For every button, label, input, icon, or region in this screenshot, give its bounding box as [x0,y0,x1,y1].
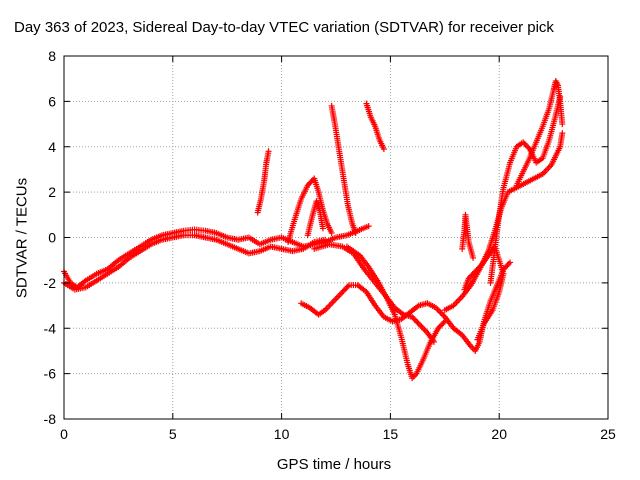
data-point [521,140,528,147]
data-point [414,319,421,326]
data-point [504,262,511,269]
data-point [307,179,314,186]
data-point [503,263,510,270]
data-point [339,288,346,295]
data-point [352,229,359,236]
y-tick-label: -4 [44,320,57,336]
data-point [435,325,442,332]
y-tick-label: 0 [48,230,56,246]
data-point [440,319,447,326]
x-tick-label: 0 [60,426,68,442]
series-main-track [61,223,372,291]
data-point [520,139,527,146]
data-point [365,223,372,230]
series-arc-to-minimum [311,241,437,345]
series-mid-right-swirl [461,243,507,343]
data-point [265,148,272,155]
data-series [61,77,566,382]
x-axis-label: GPS time / hours [276,456,392,473]
data-point [467,273,474,280]
data-point [413,317,420,324]
x-tick-label: 20 [491,426,507,442]
y-tick-label: -6 [44,366,57,382]
data-point [524,143,531,150]
data-point [507,259,514,266]
y-tick-label: 2 [48,184,56,200]
data-point [559,130,566,137]
data-point [469,271,476,278]
data-point [468,272,475,279]
data-point [340,287,347,294]
data-point [343,284,350,291]
series-spike-9 [254,148,272,216]
data-point [322,236,329,243]
series-bump-11 [285,175,335,246]
data-point [344,283,351,290]
data-point [473,267,480,274]
data-point [411,316,418,323]
data-point [505,260,512,267]
series-low-loop [61,232,329,293]
data-point [474,265,481,272]
y-tick-label: 4 [48,139,56,155]
y-axis-label: SDTVAR / TECUs [13,177,31,299]
data-point [439,321,446,328]
data-point [476,264,483,271]
data-point [465,275,472,282]
x-tick-label: 10 [274,426,290,442]
y-tick-label: 8 [48,48,56,64]
data-point [328,229,335,236]
data-point [436,323,443,330]
data-point [308,178,315,185]
series-spike-14 [363,100,387,153]
y-tick-label: 6 [48,93,56,109]
x-tick-label: 5 [169,426,177,442]
data-point [306,180,313,187]
data-point [470,254,477,261]
data-point [437,322,444,329]
data-point [380,146,387,153]
x-tick-label: 15 [383,426,399,442]
data-point [304,182,311,189]
data-point [522,141,529,148]
y-tick-label: -2 [44,275,57,291]
series-spike-19 [459,211,477,261]
data-point [472,268,479,275]
data-point [319,225,326,232]
data-point [525,144,532,151]
data-point [410,315,417,322]
data-point [470,269,477,276]
y-tick-label: -8 [44,411,57,427]
axis-ticks: 0 5 10 15 20 25 -8 -6 -4 -2 0 2 4 6 8 [44,48,616,442]
chart-title: Day 363 of 2023, Sidereal Day-to-day VTE… [14,19,554,36]
series-spike-12 [328,102,359,236]
data-point [474,336,481,343]
data-point [342,286,349,293]
x-tick-label: 25 [600,426,616,442]
data-point [409,313,416,320]
series-lower-branch [298,259,514,354]
data-point [559,121,566,128]
series-deep-dip [343,243,448,382]
series-top-streak [513,77,566,189]
series-bump-11b [304,198,326,239]
